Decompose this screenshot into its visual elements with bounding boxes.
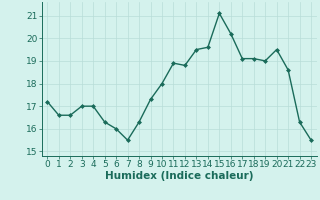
X-axis label: Humidex (Indice chaleur): Humidex (Indice chaleur) [105, 171, 253, 181]
